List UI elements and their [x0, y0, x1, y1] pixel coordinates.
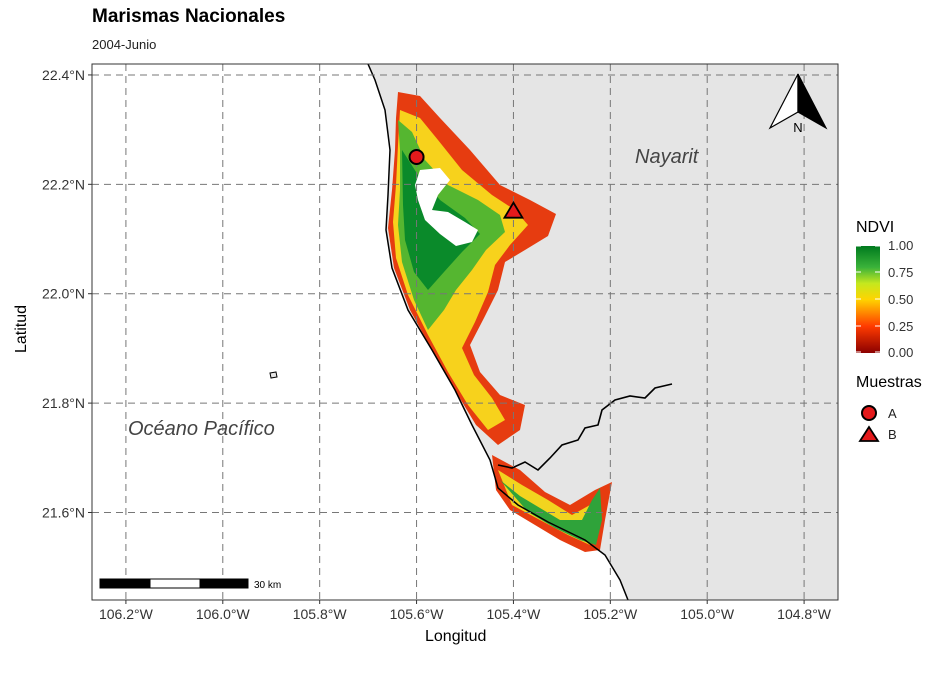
legend-sample-label-b: B — [888, 427, 897, 442]
sample-marker-a — [408, 148, 425, 165]
map-subtitle: 2004-Junio — [92, 37, 157, 52]
ndvi-tick-2: 0.75 — [888, 265, 914, 280]
x-tick-label: 106.2°W — [99, 606, 154, 622]
y-tick-label: 22.2°N — [42, 176, 85, 192]
legend-sample-label-a: A — [888, 406, 897, 421]
graticule — [92, 64, 838, 600]
y-axis-label: Latitud — [13, 304, 30, 354]
north-arrow: N — [768, 73, 828, 135]
north-arrow-label: N — [793, 120, 802, 135]
ndvi-legend-title: NDVI — [856, 219, 895, 236]
y-tick-label: 21.8°N — [42, 395, 85, 411]
x-tick-label: 105.4°W — [487, 606, 542, 622]
x-tick-label: 105.6°W — [390, 606, 445, 622]
river — [497, 383, 673, 472]
samples-legend-title: Muestras — [856, 374, 922, 391]
y-tick-label: 22.4°N — [42, 67, 85, 83]
x-axis-label: Longitud — [425, 628, 487, 645]
scale-bar-label: 30 km — [254, 580, 281, 591]
x-tick-label: 105.0°W — [680, 606, 735, 622]
sample-markers — [408, 148, 525, 219]
ocean-label: Océano Pacífico — [128, 418, 275, 440]
scale-bar: 30 km — [99, 578, 281, 591]
lagoon — [415, 168, 478, 246]
legend-sample-key-b — [858, 425, 880, 442]
map-panel-border — [91, 63, 839, 601]
legend-sample-key-a — [861, 405, 877, 421]
island — [269, 371, 278, 379]
sample-marker-b — [502, 200, 525, 219]
x-tick-label: 104.8°W — [777, 606, 832, 622]
ndvi-tick-4: 0.25 — [888, 319, 914, 334]
x-tick-label: 105.8°W — [293, 606, 348, 622]
x-tick-label: 106.0°W — [196, 606, 251, 622]
y-tick-label: 22.0°N — [42, 286, 85, 302]
land-label: Nayarit — [635, 146, 700, 168]
colorbar-ticks — [856, 245, 880, 353]
coastline — [367, 64, 629, 600]
map-title: Marismas Nacionales — [92, 6, 286, 27]
ndvi-tick-1: 1.00 — [888, 238, 914, 253]
ndvi-tick-5: 0.00 — [888, 345, 914, 360]
y-tick-label: 21.6°N — [42, 504, 85, 520]
ndvi-tick-3: 0.50 — [888, 292, 914, 307]
axes: 106.2°W 106.0°W 105.8°W 105.6°W 105.4°W 105.2… — [42, 67, 832, 622]
x-tick-label: 105.2°W — [583, 606, 638, 622]
